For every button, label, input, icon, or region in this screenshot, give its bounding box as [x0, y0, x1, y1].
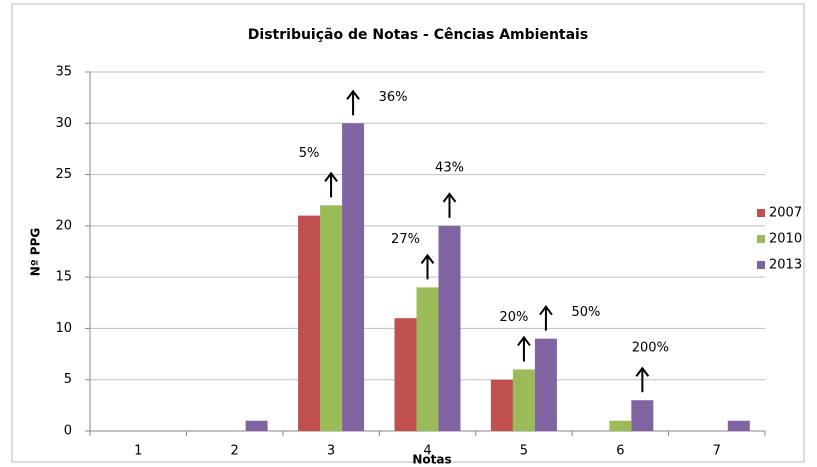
x-tick-label: 6 — [616, 444, 624, 459]
arrow-head — [420, 253, 435, 264]
annotation: 200% — [632, 341, 669, 356]
annotation: 20% — [499, 310, 528, 325]
legend-label: 2013 — [769, 258, 802, 273]
bar — [609, 420, 632, 431]
y-tick-label: 10 — [55, 321, 72, 336]
x-tick-label: 2 — [231, 444, 239, 459]
arrow-head — [517, 335, 531, 347]
bar — [342, 123, 365, 432]
x-tick-label: 5 — [520, 444, 528, 459]
x-tick-label: 4 — [423, 444, 431, 459]
y-tick-label: 25 — [55, 167, 72, 182]
y-tick-label: 15 — [55, 270, 72, 285]
x-tick-label: 1 — [134, 444, 142, 459]
annotation: 50% — [571, 305, 600, 320]
y-tick-label: 5 — [64, 372, 72, 387]
annotation: 27% — [391, 232, 420, 247]
arrow-head — [539, 305, 553, 316]
bar — [394, 318, 417, 431]
bar — [512, 369, 535, 431]
arrow-head — [635, 366, 650, 377]
annotation: 5% — [299, 146, 320, 161]
y-tick-label: 30 — [55, 116, 72, 131]
arrow-head — [442, 192, 457, 203]
arrow-head — [324, 171, 338, 182]
bar — [298, 215, 321, 431]
legend-swatch — [757, 209, 765, 217]
bar — [438, 225, 461, 431]
bar — [245, 420, 268, 431]
x-axis-label: Notas — [412, 453, 451, 467]
bar — [727, 420, 750, 431]
legend-swatch — [757, 261, 765, 269]
arrow-head — [346, 89, 360, 100]
annotation: 43% — [435, 160, 464, 175]
bar — [534, 338, 557, 431]
y-axis-label: Nº PPG — [29, 228, 43, 276]
bar — [631, 400, 654, 431]
bar — [416, 287, 439, 431]
x-tick-label: 3 — [327, 444, 335, 459]
bar — [320, 205, 343, 431]
x-tick-label: 7 — [713, 444, 721, 459]
chart-title: Distribuição de Notas - Cências Ambienta… — [248, 27, 588, 43]
annotation: 36% — [379, 90, 408, 105]
y-tick-label: 0 — [64, 424, 72, 439]
y-tick-label: 35 — [55, 65, 72, 80]
y-tick-label: 20 — [55, 218, 72, 233]
legend-label: 2010 — [769, 232, 802, 247]
legend-swatch — [757, 235, 765, 243]
legend-label: 2007 — [769, 206, 802, 221]
bar — [490, 379, 513, 431]
